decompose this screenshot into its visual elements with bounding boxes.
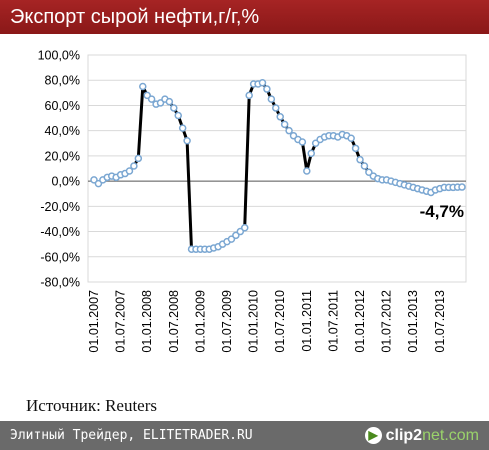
data-point [258,78,267,87]
x-tick-label: 01.07.2009 [220,290,234,353]
data-point [139,82,147,91]
data-point [298,138,307,146]
data-point [351,144,360,153]
y-tick-label: 80,0% [45,74,80,88]
x-tick-label: 01.07.2012 [380,290,394,353]
x-tick-label: 01.07.2010 [273,290,287,353]
x-tick-label: 01.01.2009 [193,290,207,353]
data-point [360,162,369,170]
x-tick-label: 01.07.2011 [326,290,340,352]
data-point [130,162,138,170]
chart-area: 100,0% 80,0% 60,0% 40,0% 20,0% 0,0% -20,0% -40,… [4,38,485,390]
y-tick-label: 60,0% [45,99,80,113]
brand-logo[interactable]: ▶ clip2 net.com [364,421,479,450]
x-tick-label: 01.01.2007 [87,290,101,353]
play-icon: ▶ [364,427,382,444]
line-chart: 100,0% 80,0% 60,0% 40,0% 20,0% 0,0% -20,0% -40,… [38,49,467,353]
data-point [147,95,156,103]
x-tick-label: 01.01.2013 [406,290,420,353]
data-point [356,155,364,164]
data-point [267,95,276,103]
x-tick-label: 01.01.2011 [300,290,314,352]
y-tick-label: -40,0% [40,225,80,239]
brand-main: clip2 [385,426,423,444]
chart-title: Экспорт сырой нефти,г/г,% [0,0,489,34]
y-tick-label: 40,0% [45,124,80,138]
footer-bar: Элитный Трейдер, ELITETRADER.RU ▶ clip2 n… [0,421,489,450]
data-point [134,154,143,163]
data-point [263,85,271,93]
data-point [178,124,187,132]
data-point [280,120,289,129]
data-point [272,104,280,112]
data-point [303,167,311,175]
data-point [458,183,466,191]
data-point [125,167,134,175]
data-point [285,126,293,135]
y-tick-label: -60,0% [40,250,80,264]
y-tick-label: 0,0% [52,175,81,189]
x-tick-label: 01.01.2008 [140,290,154,353]
data-point [240,224,249,232]
brand-suffix: net.com [422,426,479,444]
y-tick-label: 20,0% [45,149,80,163]
x-tick-label: 01.07.2013 [433,290,447,353]
y-tick-label: -80,0% [40,276,80,290]
data-point [307,149,316,158]
y-tick-label: -20,0% [40,200,80,214]
source-note: Источник: Reuters [26,396,157,415]
data-point [170,104,178,112]
y-tick-label: 100,0% [38,49,80,63]
x-tick-label: 01.07.2008 [167,290,181,353]
data-point [276,113,284,121]
data-point [245,91,253,100]
last-value-annotation: -4,7% [420,202,464,221]
x-tick-label: 01.01.2010 [247,290,261,353]
data-point [165,97,174,106]
data-point [174,111,182,120]
data-point [347,134,355,142]
footer-site-text: Элитный Трейдер, ELITETRADER.RU [10,428,253,443]
data-point [183,137,191,145]
x-tick-label: 01.01.2012 [353,290,367,353]
x-tick-label: 01.07.2007 [114,290,128,353]
